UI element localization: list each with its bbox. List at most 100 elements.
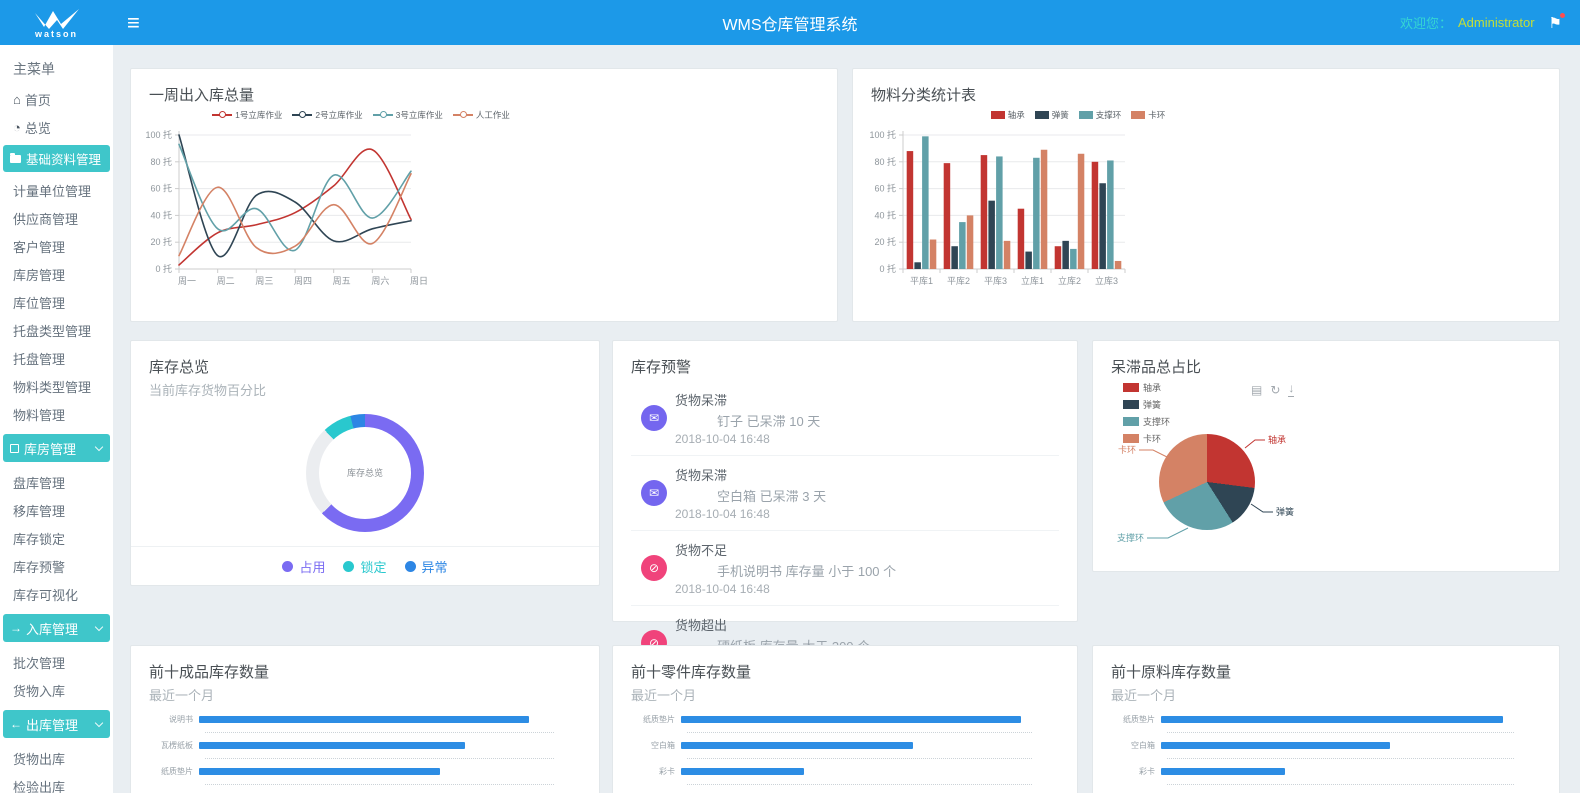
legend-item-轴承[interactable]: 轴承 [1123,381,1170,394]
sidebar-item-货物入库[interactable]: 货物入库 [0,676,113,704]
legend-item-弹簧[interactable]: 弹簧 [1034,109,1069,121]
legend-item-异常[interactable]: 异常 [404,557,448,576]
sidebar-nav: ⌂ 首页 ◔ 总览 基础资料管理 计量单位管理 供应商管理 客户管理 库房管理 库位管理 托盘类型管… [0,85,113,793]
bar-row-彩卡: 彩卡 [1111,766,1514,777]
legend-item-锁定[interactable]: 锁定 [343,557,387,576]
pie-chart [1159,434,1255,530]
sidebar-group-入库管理[interactable]: → 入库管理 [3,614,110,642]
sidebar-item-库存预警[interactable]: 库存预警 [0,552,113,580]
bar-row-纸质垫片: 纸质垫片 [1111,714,1514,725]
data-view-icon[interactable]: ▤ [1251,383,1263,397]
sidebar-item-客户管理[interactable]: 客户管理 [0,232,113,260]
legend-item-支撑环[interactable]: 支撑环 [1123,415,1170,428]
svg-text:弹簧: 弹簧 [1276,506,1294,517]
svg-text:60 托: 60 托 [874,183,896,194]
sidebar-item-计量单位管理[interactable]: 计量单位管理 [0,176,113,204]
bar-track [1161,716,1514,723]
sidebar-item-库房管理[interactable]: 库房管理 [0,260,113,288]
refresh-icon[interactable]: ↻ [1270,383,1281,397]
sidebar-item-label: 库位管理 [13,295,66,311]
legend-label: 2号立库作业 [315,110,363,120]
bar-fill [1161,768,1285,775]
legend-marker [1034,111,1049,119]
legend-item-弹簧[interactable]: 弹簧 [1123,398,1170,411]
sidebar-item-总览[interactable]: ◔ 总览 [0,113,113,141]
legend-label: 弹簧 [1051,110,1069,120]
app-logo[interactable]: watson [0,0,113,45]
svg-text:40 托: 40 托 [150,209,172,220]
legend-marker [1131,111,1146,119]
sidebar-item-供应商管理[interactable]: 供应商管理 [0,204,113,232]
alert-detail: 手机说明书 库存量 小于 100 个 [717,564,897,579]
line-chart: 0 托 20 托 40 托 60 托 80 托 100 托周一 周二 周三 周四 周五 周六 周日 [145,129,428,286]
svg-text:40 托: 40 托 [874,209,896,220]
overview-icon: ◔ [13,119,21,135]
sidebar-item-库存锁定[interactable]: 库存锁定 [0,524,113,552]
username[interactable]: Administrator [1457,15,1535,30]
sidebar-item-物料管理[interactable]: 物料管理 [0,400,113,428]
svg-text:立库1: 立库1 [1021,275,1044,286]
sidebar-item-托盘类型管理[interactable]: 托盘类型管理 [0,316,113,344]
sidebar-item-盘库管理[interactable]: 盘库管理 [0,468,113,496]
legend-item-轴承[interactable]: 轴承 [990,109,1025,121]
legend-item-3号立库作业[interactable]: 3号立库作业 [372,109,443,121]
sidebar-group-库房管理[interactable]: 库房管理 [3,434,110,462]
sidebar-item-label: 检验出库 [13,779,66,793]
arrow-left-icon: ← [10,717,22,731]
download-icon[interactable]: ↓ [1288,381,1295,397]
logo-text: watson [34,28,78,39]
sidebar-item-首页[interactable]: ⌂ 首页 [0,85,113,113]
card-title: 前十原料库存数量 [1111,664,1232,681]
legend-label: 1号立库作业 [235,110,283,120]
flag-icon[interactable]: ⚑ [1548,12,1566,32]
pie-chart-area: 轴承 弹簧 支撑环 卡环 [1093,426,1561,571]
legend-marker [292,111,313,118]
sidebar-item-label: 客户管理 [13,239,66,255]
bar-track [681,768,1032,775]
sidebar-item-货物出库[interactable]: 货物出库 [0,744,113,772]
card-title: 库存预警 [631,359,692,376]
dotted-separator [1167,758,1514,759]
legend-item-卡环[interactable]: 卡环 [1123,432,1170,445]
sidebar-item-label: 移库管理 [13,503,66,519]
sidebar-item-物料类型管理[interactable]: 物料类型管理 [0,372,113,400]
sidebar-item-检验出库[interactable]: 检验出库 [0,772,113,793]
legend-marker [1078,111,1093,119]
bar-label: 空白箱 [651,741,675,750]
folder-icon [10,152,21,163]
svg-text:周五: 周五 [333,276,351,286]
bar-track [199,768,554,775]
sidebar-item-label: 库存预警 [13,559,66,575]
alert-title: 货物呆滞 [675,393,728,408]
sidebar-item-库位管理[interactable]: 库位管理 [0,288,113,316]
sidebar-item-label: 基础资料管理 [26,153,102,167]
legend-item-1号立库作业[interactable]: 1号立库作业 [212,109,282,121]
card-subtitle: 最近一个月 [631,688,697,703]
alert-title: 货物呆滞 [675,468,728,483]
legend-marker [212,111,233,118]
sidebar-item-移库管理[interactable]: 移库管理 [0,496,113,524]
legend-item-卡环[interactable]: 卡环 [1131,109,1165,121]
legend-item-人工作业[interactable]: 人工作业 [452,109,510,121]
dotted-separator [205,758,554,759]
sidebar-item-托盘管理[interactable]: 托盘管理 [0,344,113,372]
svg-text:周六: 周六 [371,275,389,286]
legend-item-支撑环[interactable]: 支撑环 [1078,109,1121,121]
legend-label: 人工作业 [475,110,510,120]
legend-item-2号立库作业[interactable]: 2号立库作业 [292,109,363,121]
alert-item: ✉ 货物呆滞 空白箱 已呆滞 3 天 2018-10-04 16:48 [631,455,1059,530]
sidebar-item-批次管理[interactable]: 批次管理 [0,648,113,676]
sidebar-item-基础资料管理[interactable]: 基础资料管理 [3,145,110,172]
chevron-down-icon [94,718,104,727]
svg-text:100 托: 100 托 [145,129,172,140]
top-raw-card: 前十原料库存数量 最近一个月 纸质垫片空白箱彩卡说明书 [1092,645,1560,793]
card-subtitle: 当前库存货物百分比 [149,383,267,398]
card-title: 库存总览 [149,359,210,376]
sidebar-item-label: 物料类型管理 [13,379,92,395]
hamburger-icon[interactable]: ≡ [127,9,140,35]
alert-time: 2018-10-04 16:48 [675,582,770,596]
legend-item-占用[interactable]: 占用 [282,557,325,576]
sidebar-group-出库管理[interactable]: ← 出库管理 [3,710,110,738]
sidebar-item-库存可视化[interactable]: 库存可视化 [0,580,113,608]
